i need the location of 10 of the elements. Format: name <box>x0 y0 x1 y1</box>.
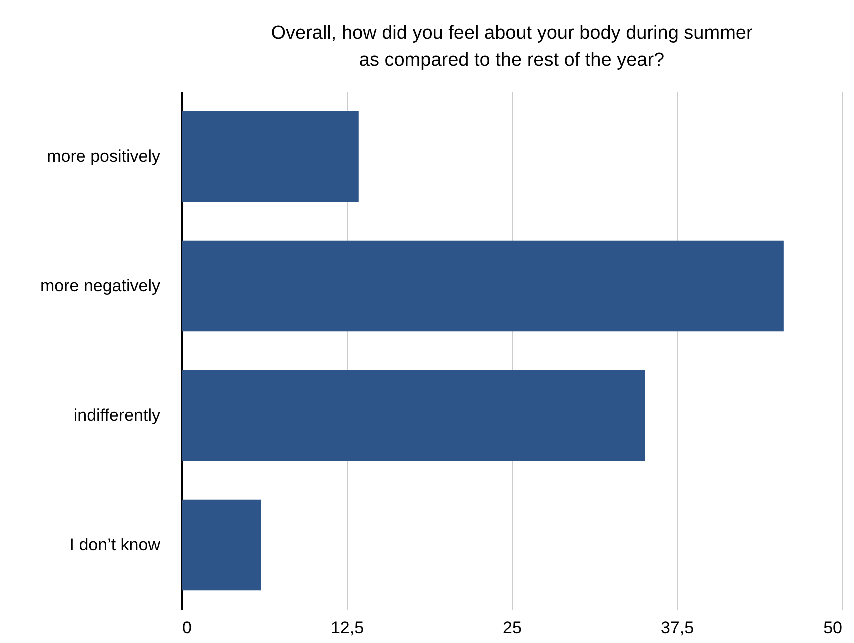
x-tick-label: 25 <box>503 618 522 638</box>
x-tick-label: 37,5 <box>660 618 694 638</box>
x-tick-label: 0 <box>182 618 192 638</box>
y-tick-label: more positively <box>47 146 161 166</box>
y-tick-label: I don’t know <box>70 535 162 554</box>
x-tick-label: 12,5 <box>330 618 364 638</box>
y-tick-label: more negatively <box>40 276 161 296</box>
y-tick-label: indifferently <box>74 406 161 425</box>
chart-title: Overall, how did you feel about your body during summer as compared to the rest of the year? <box>271 23 754 71</box>
x-tick-label: 50 <box>824 618 842 638</box>
